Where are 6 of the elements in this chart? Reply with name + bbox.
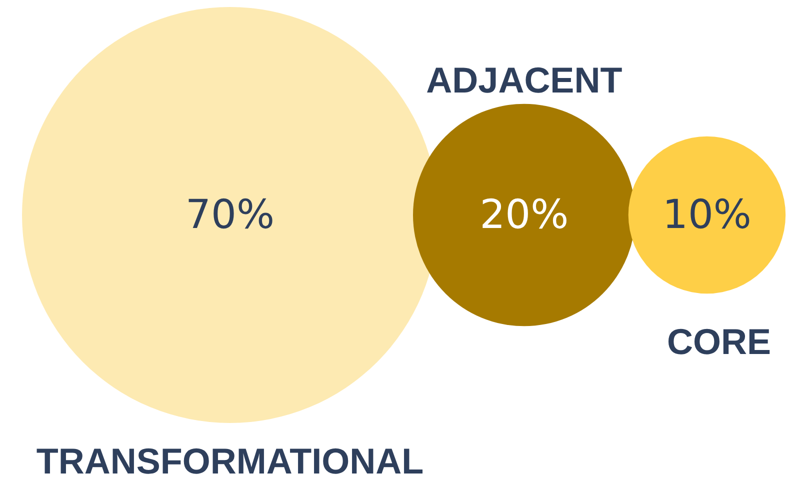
category-label: TRANSFORMATIONAL bbox=[36, 440, 424, 482]
category-label: CORE bbox=[666, 321, 771, 362]
data-label: 70% bbox=[186, 192, 274, 238]
category-label: ADJACENT bbox=[426, 59, 622, 100]
data-label: 10% bbox=[662, 192, 752, 238]
data-label: 20% bbox=[480, 192, 569, 238]
